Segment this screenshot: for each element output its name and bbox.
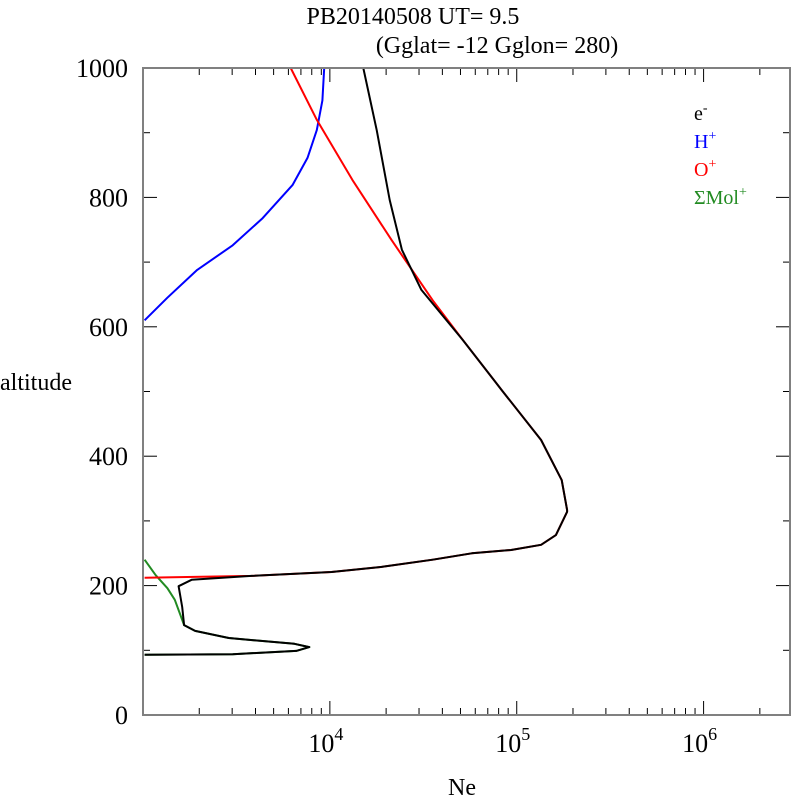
series-line-h xyxy=(143,67,326,322)
y-tick-label: 200 xyxy=(89,572,128,601)
x-tick-label: 106 xyxy=(682,724,717,758)
plot-frame xyxy=(142,67,791,716)
x-tick-label: 104 xyxy=(308,724,343,758)
legend: e- H+ O+ ΣMol+ xyxy=(694,101,747,209)
legend-entry: H+ xyxy=(694,129,716,153)
chart-title: PB20140508 UT= 9.5 xyxy=(307,4,520,30)
y-tick-label: 400 xyxy=(89,442,128,471)
x-tick-label: 105 xyxy=(495,724,530,758)
chart-subtitle: (Gglat= -12 Gglon= 280) xyxy=(376,33,618,59)
series-line-e xyxy=(144,67,569,656)
legend-entry: ΣMol+ xyxy=(694,185,747,209)
y-tick-label: 1000 xyxy=(76,54,128,83)
y-tick-label: 800 xyxy=(89,183,128,212)
y-axis-label: altitude xyxy=(0,370,72,396)
x-axis-label: Ne xyxy=(448,775,476,796)
legend-entry: e- xyxy=(694,101,708,125)
y-tick-label: 0 xyxy=(115,701,128,730)
legend-entry: O+ xyxy=(694,157,716,181)
y-tick-label: 600 xyxy=(89,313,128,342)
series-line-o xyxy=(144,67,569,579)
